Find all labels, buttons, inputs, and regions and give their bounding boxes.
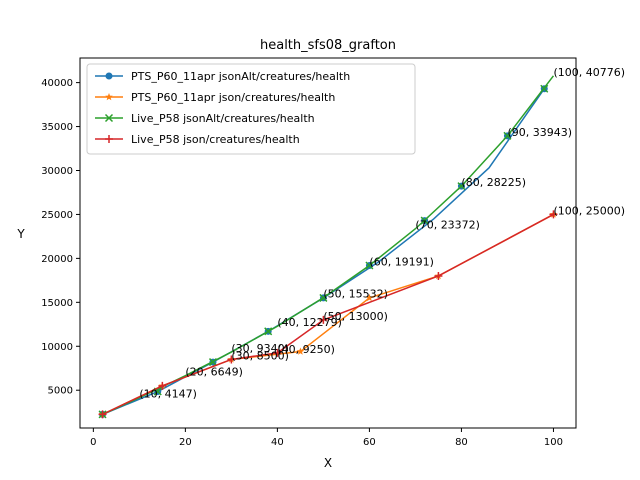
legend-entry: Live_P58 jsonAlt/creatures/health	[95, 112, 315, 125]
point-annotation: (30, 9340)	[231, 342, 289, 355]
x-tick-label: 100	[544, 437, 563, 448]
data-point	[296, 347, 305, 355]
y-axis-ticks: 5000 10000 15000 20000 25000 30000 35000 40000	[41, 78, 80, 397]
x-axis-ticks: 0 20 40 60 80 100	[90, 428, 563, 448]
point-annotation: (70, 23372)	[415, 219, 480, 232]
data-point	[105, 93, 113, 101]
legend-entry: PTS_P60_11apr jsonAlt/creatures/health	[95, 70, 350, 83]
plot-area: (10, 4147) (20, 6649) (30, 9340)(30, 8500)…	[79, 57, 625, 429]
data-point	[98, 410, 107, 419]
legend-box	[86, 63, 416, 155]
point-annotation: (50, 13000)	[323, 310, 388, 323]
data-point	[420, 216, 429, 225]
legend: PTS_P60_11apr jsonAlt/creatures/health PT…	[86, 63, 416, 155]
data-point	[227, 355, 236, 364]
y-axis-label: Y	[16, 227, 25, 241]
data-point	[365, 293, 374, 302]
y-tick-label: 30000	[41, 166, 73, 177]
legend-entry: PTS_P60_11apr json/creatures/health	[95, 91, 335, 104]
point-annotation: (40, 9250)	[277, 343, 335, 356]
x-tick-label: 80	[455, 437, 468, 448]
data-point	[434, 271, 443, 280]
y-tick-label: 35000	[41, 122, 73, 133]
point-annotation: (90, 33943)	[507, 126, 572, 139]
legend-label: Live_P58 jsonAlt/creatures/health	[131, 112, 315, 125]
legend-label: PTS_P60_11apr json/creatures/health	[131, 91, 335, 104]
data-point	[264, 327, 273, 336]
point-annotation: (100, 25000)	[553, 204, 625, 217]
point-annotation: (30, 8500)	[231, 349, 289, 362]
data-point	[208, 358, 218, 367]
chart-title: health_sfs08_grafton	[260, 38, 396, 53]
point-annotation: (20, 6649)	[185, 366, 243, 379]
data-point	[319, 293, 328, 302]
axes-frame	[79, 57, 577, 429]
y-tick-label: 10000	[41, 342, 73, 353]
data-point	[273, 348, 282, 357]
point-annotation: (10, 4147)	[139, 388, 197, 401]
point-annotation: (60, 19191)	[369, 255, 434, 268]
point-annotation: (50, 15532)	[323, 288, 388, 301]
data-point	[319, 315, 328, 324]
data-point	[549, 210, 558, 219]
point-annotation: (80, 28225)	[461, 176, 526, 189]
y-tick-label: 40000	[41, 78, 73, 89]
x-axis-label: X	[324, 456, 332, 470]
data-point	[457, 182, 466, 191]
y-tick-label: 25000	[41, 210, 73, 221]
data-point	[158, 381, 167, 390]
x-tick-label: 40	[271, 437, 284, 448]
data-point	[503, 131, 512, 140]
data-point	[365, 261, 374, 270]
data-point	[540, 84, 549, 93]
data-point	[104, 113, 114, 123]
x-tick-label: 20	[179, 437, 192, 448]
data-point	[105, 135, 113, 143]
x-tick-label: 0	[90, 437, 96, 448]
x-tick-label: 60	[363, 437, 376, 448]
series-3	[98, 210, 558, 419]
data-point	[105, 72, 113, 80]
point-annotation: (100, 40776)	[553, 66, 625, 79]
point-annotation: (40, 12279)	[277, 316, 342, 329]
legend-label: PTS_P60_11apr jsonAlt/creatures/health	[131, 70, 350, 83]
legend-entry: Live_P58 json/creatures/health	[95, 133, 300, 146]
y-tick-label: 20000	[41, 254, 73, 265]
legend-label: Live_P58 json/creatures/health	[131, 133, 300, 146]
y-tick-label: 15000	[41, 298, 73, 309]
y-tick-label: 5000	[48, 386, 73, 397]
